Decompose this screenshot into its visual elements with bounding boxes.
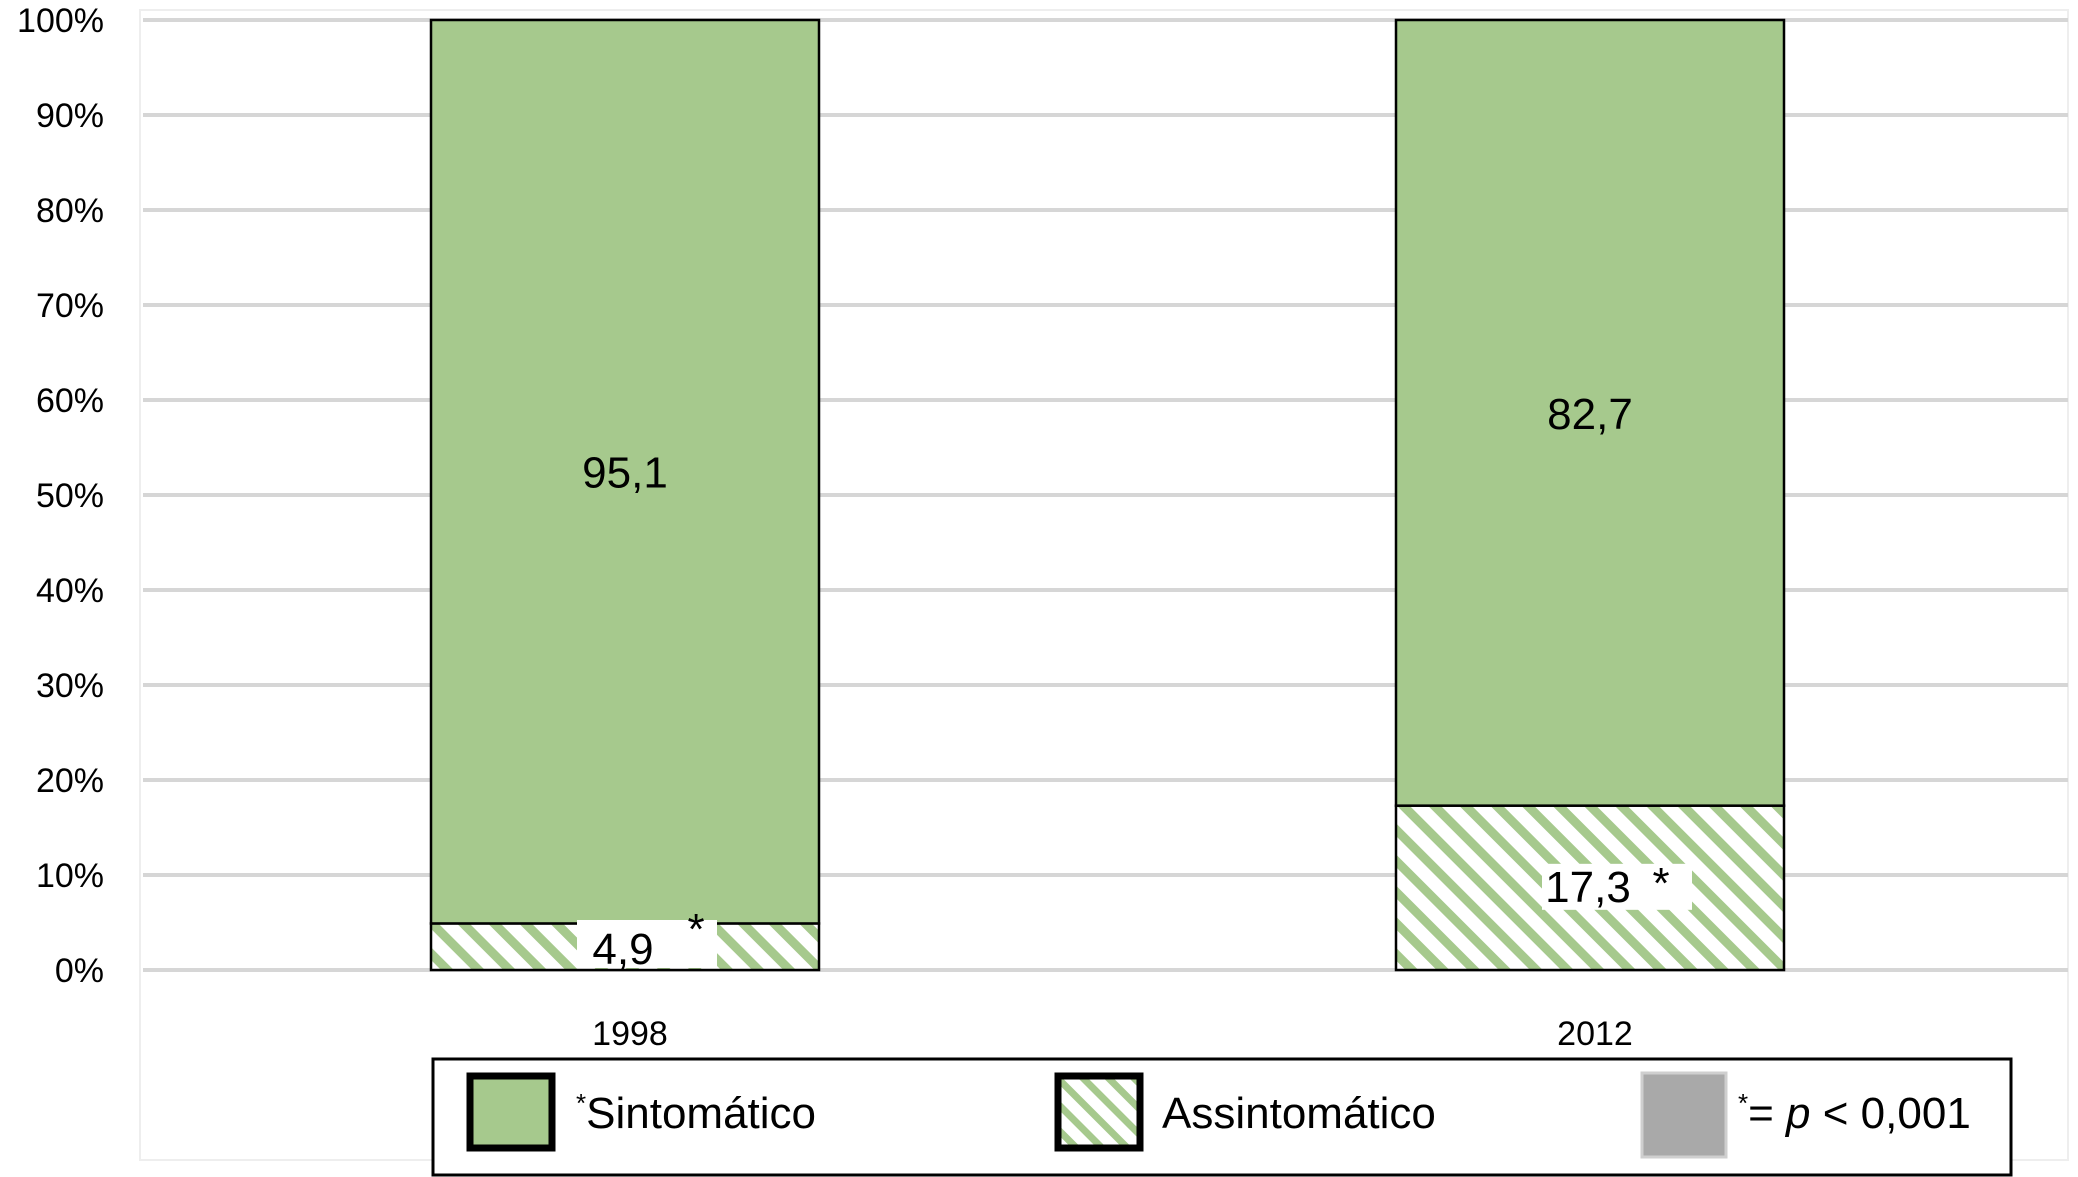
legend-box (431, 1057, 2013, 1177)
significance-marker-2012: * (1652, 859, 1669, 908)
y-tick-label: 80% (36, 192, 104, 230)
data-label-assintomatico-2012: 17,3 (1545, 863, 1631, 912)
y-tick-label: 40% (36, 572, 104, 610)
data-label-sintomatico-2012: 82,7 (1547, 390, 1633, 439)
legend-label-significance: *= p < 0,001 (1738, 1088, 1971, 1138)
legend-text-sintomatico: Sintomático (586, 1089, 816, 1138)
y-axis-ticks: 0% 10% 20% 30% 40% 50% 60% 70% 80% 90% 100% (17, 2, 104, 990)
y-tick-label: 70% (36, 287, 104, 325)
bar-sintomatico-2012 (1394, 18, 1786, 807)
data-label-bg-2012 (1542, 863, 1692, 910)
legend-swatch-sintomatico (466, 1072, 556, 1152)
legend-eq: = (1748, 1089, 1786, 1138)
x-axis-categories: 1998 2012 (592, 1015, 1633, 1053)
legend-marker-significance: * (1738, 1088, 1748, 1118)
y-tick-label: 100% (17, 2, 104, 40)
y-tick-label: 10% (36, 857, 104, 895)
data-label-assintomatico-1998: 4,9 (592, 925, 653, 974)
data-labels: 95,1 4,9 * 82,7 17,3 * (577, 390, 1692, 974)
legend: *Sintomático Assintomático *= p < 0,001 (431, 1057, 2013, 1177)
legend-swatch-significance (1640, 1071, 1728, 1159)
y-tick-label: 30% (36, 667, 104, 705)
data-label-bg-1998 (577, 920, 717, 968)
y-tick-label: 90% (36, 97, 104, 135)
bar-sintomatico-1998 (429, 18, 821, 925)
x-category-label-2012: 2012 (1557, 1015, 1633, 1053)
y-tick-label: 60% (36, 382, 104, 420)
x-category-label-1998: 1998 (592, 1015, 668, 1053)
data-label-sintomatico-1998: 95,1 (582, 449, 668, 498)
legend-marker-sintomatico: * (576, 1088, 586, 1118)
legend-swatch-assintomatico (1054, 1072, 1144, 1152)
legend-threshold: < 0,001 (1811, 1089, 1971, 1138)
legend-label-assintomatico: Assintomático (1162, 1089, 1436, 1138)
legend-label-sintomatico: *Sintomático (576, 1088, 816, 1138)
legend-p: p (1784, 1089, 1810, 1138)
significance-marker-1998: * (687, 905, 704, 954)
y-tick-label: 50% (36, 477, 104, 515)
y-tick-label: 0% (55, 952, 104, 990)
y-tick-label: 20% (36, 762, 104, 800)
